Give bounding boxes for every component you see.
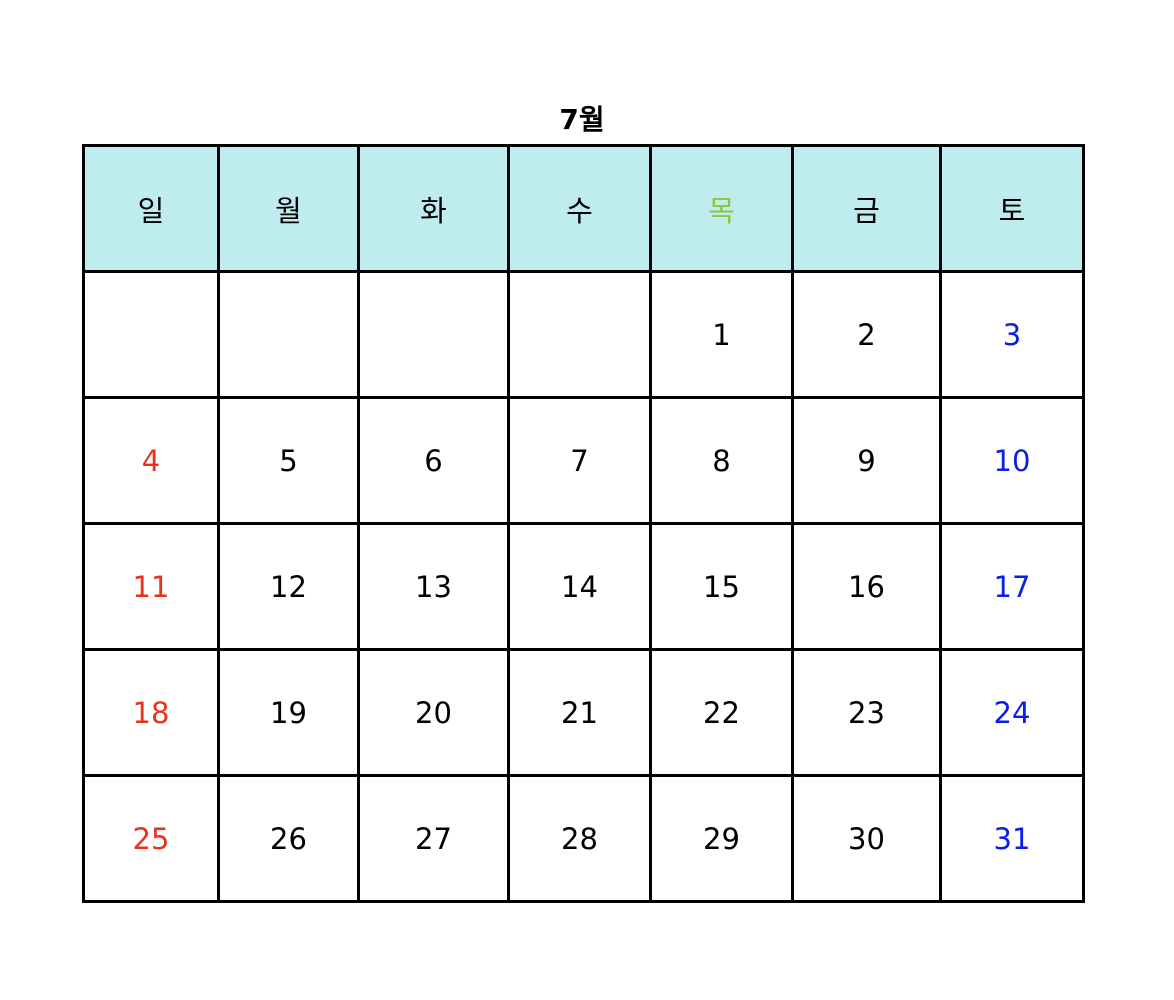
month-title: 7월 xyxy=(559,103,605,136)
day-cell[interactable]: 17 xyxy=(939,522,1085,651)
day-cell[interactable]: 16 xyxy=(791,522,942,651)
day-cell[interactable]: 3 xyxy=(939,270,1085,399)
empty-day-cell xyxy=(217,270,360,399)
day-cell[interactable]: 22 xyxy=(649,648,794,777)
weekday-header-friday: 금 xyxy=(791,144,942,273)
day-cell[interactable]: 6 xyxy=(357,396,510,525)
day-cell[interactable]: 21 xyxy=(507,648,652,777)
day-cell[interactable]: 9 xyxy=(791,396,942,525)
day-cell[interactable]: 26 xyxy=(217,774,360,903)
weekday-header-sunday: 일 xyxy=(82,144,220,273)
day-cell[interactable]: 25 xyxy=(82,774,220,903)
calendar-body: 1 2 3 4 5 6 7 8 9 10 11 12 13 14 15 16 17 18 19 20 21 22 23 24 2… xyxy=(82,270,1085,903)
day-cell[interactable]: 30 xyxy=(791,774,942,903)
day-cell[interactable]: 7 xyxy=(507,396,652,525)
day-cell[interactable]: 8 xyxy=(649,396,794,525)
weekday-header-tuesday: 화 xyxy=(357,144,510,273)
day-cell[interactable]: 13 xyxy=(357,522,510,651)
weekday-header-thursday: 목 xyxy=(649,144,794,273)
day-cell[interactable]: 1 xyxy=(649,270,794,399)
empty-day-cell xyxy=(357,270,510,399)
day-cell[interactable]: 11 xyxy=(82,522,220,651)
day-cell[interactable]: 27 xyxy=(357,774,510,903)
week-row: 11 12 13 14 15 16 17 xyxy=(82,522,1085,651)
day-cell[interactable]: 14 xyxy=(507,522,652,651)
week-row: 18 19 20 21 22 23 24 xyxy=(82,648,1085,777)
day-cell[interactable]: 24 xyxy=(939,648,1085,777)
day-cell[interactable]: 4 xyxy=(82,396,220,525)
weekday-header-monday: 월 xyxy=(217,144,360,273)
empty-day-cell xyxy=(82,270,220,399)
day-cell[interactable]: 20 xyxy=(357,648,510,777)
day-cell[interactable]: 12 xyxy=(217,522,360,651)
empty-day-cell xyxy=(507,270,652,399)
week-row: 25 26 27 28 29 30 31 xyxy=(82,774,1085,903)
day-cell[interactable]: 10 xyxy=(939,396,1085,525)
day-cell[interactable]: 19 xyxy=(217,648,360,777)
week-row: 4 5 6 7 8 9 10 xyxy=(82,396,1085,525)
weekday-header-wednesday: 수 xyxy=(507,144,652,273)
weekday-header-saturday: 토 xyxy=(939,144,1085,273)
day-cell[interactable]: 18 xyxy=(82,648,220,777)
day-cell[interactable]: 5 xyxy=(217,396,360,525)
day-cell[interactable]: 23 xyxy=(791,648,942,777)
day-cell[interactable]: 2 xyxy=(791,270,942,399)
day-cell[interactable]: 28 xyxy=(507,774,652,903)
day-cell[interactable]: 15 xyxy=(649,522,794,651)
day-cell[interactable]: 29 xyxy=(649,774,794,903)
day-cell[interactable]: 31 xyxy=(939,774,1085,903)
